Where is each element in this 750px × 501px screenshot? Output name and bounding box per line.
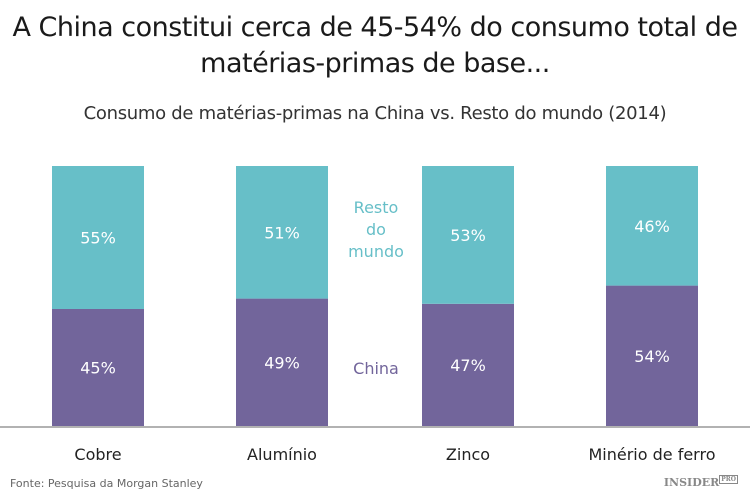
insider-logo: INSIDER PRO xyxy=(663,475,738,489)
category-label: Minério de ferro xyxy=(588,445,715,464)
data-label: 46% xyxy=(634,217,670,236)
bar-resto-do-mundo xyxy=(606,166,698,286)
data-label: 54% xyxy=(634,347,670,366)
data-label: 55% xyxy=(80,229,116,248)
chart-subtitle: Consumo de matérias-primas na China vs. … xyxy=(83,103,667,124)
bar-resto-do-mundo xyxy=(52,166,144,309)
data-label: 49% xyxy=(264,353,300,372)
data-label: 53% xyxy=(450,226,486,245)
legend-rest-of-world: mundo xyxy=(348,242,404,261)
category-label: Zinco xyxy=(446,445,490,464)
source-note: Fonte: Pesquisa da Morgan Stanley xyxy=(10,477,203,490)
category-label: Cobre xyxy=(74,445,121,464)
legend-rest-of-world: Resto xyxy=(354,198,399,217)
bar-china xyxy=(606,285,698,426)
bar-china xyxy=(422,303,514,426)
bar-china xyxy=(236,298,328,426)
bar-resto-do-mundo xyxy=(422,166,514,304)
chart-title: A China constitui cerca de 45-54% do con… xyxy=(12,12,738,79)
bar-resto-do-mundo xyxy=(236,166,328,299)
data-label: 45% xyxy=(80,359,116,378)
data-label: 51% xyxy=(264,223,300,242)
legend-china: China xyxy=(353,359,399,378)
bar-chart: 45% 55% Cobre 49% 51% Alumínio 47% 53% Zinco 54% 4… xyxy=(0,166,750,464)
data-label: 47% xyxy=(450,356,486,375)
legend-rest-of-world: do xyxy=(366,220,386,239)
category-label: Alumínio xyxy=(247,445,317,464)
bar-china xyxy=(52,309,144,426)
